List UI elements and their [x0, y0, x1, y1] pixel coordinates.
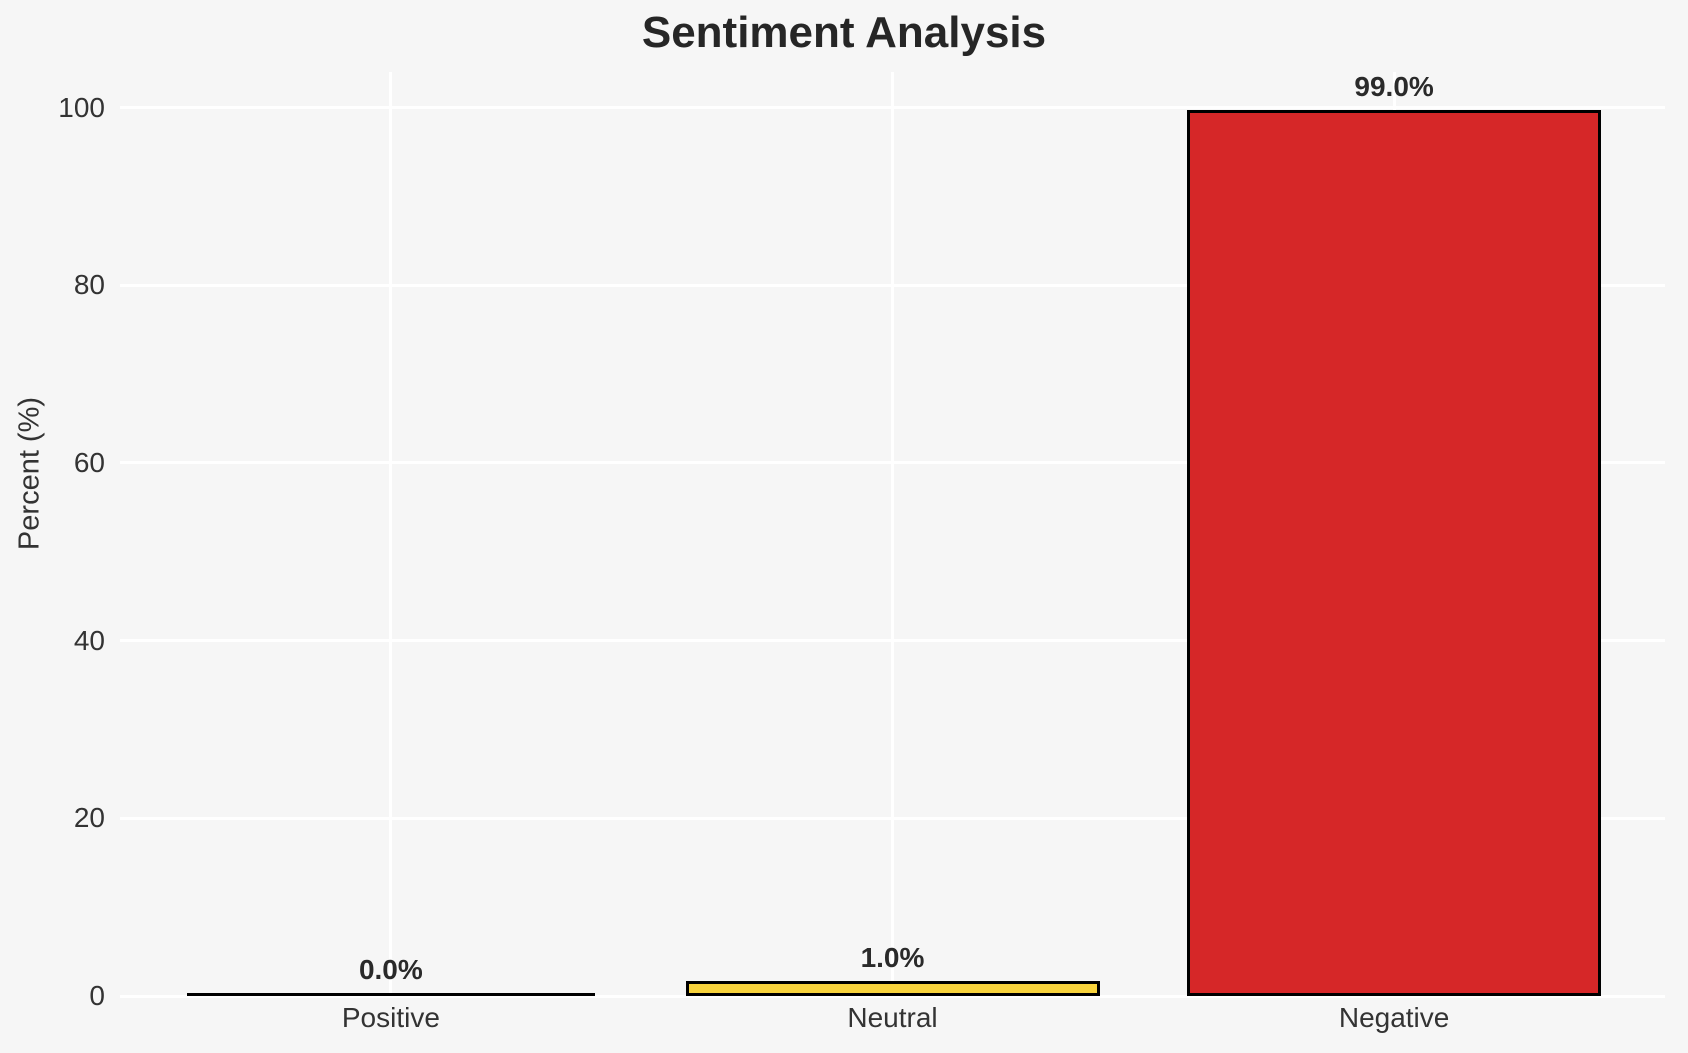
x-tick-label: Positive — [341, 1002, 440, 1033]
bar-value-label: 99.0% — [1354, 71, 1434, 103]
x-tick-label: Neutral — [847, 1002, 938, 1033]
y-tick-label: 20 — [73, 802, 105, 834]
bar-positive — [186, 993, 595, 996]
h-gridline — [120, 994, 1665, 998]
y-tick-label: 80 — [73, 269, 105, 301]
y-tick-label: 0 — [89, 980, 105, 1011]
y-tick-label: 100 — [58, 91, 105, 123]
y-tick-label: 60 — [73, 446, 105, 478]
v-gridline — [389, 72, 393, 996]
chart-title: Sentiment Analysis — [641, 8, 1047, 57]
bar-value-label: 0.0% — [358, 954, 423, 985]
bar-negative — [1187, 110, 1602, 996]
v-gridline — [891, 72, 894, 996]
bar-neutral — [685, 981, 1100, 996]
bar-value-label: 1.0% — [860, 942, 925, 974]
x-tick-label: Negative — [1338, 1002, 1450, 1033]
y-tick-label: 40 — [73, 624, 105, 656]
